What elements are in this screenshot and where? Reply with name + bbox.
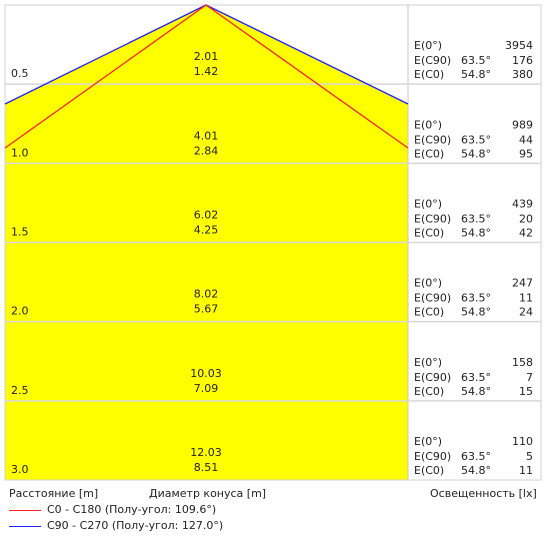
legend-c0-line bbox=[9, 510, 41, 511]
cone-diagram: 0.5 2.01 1.42 E(0°) 3954 E(C90) 63.5° 176 E(C0) 5… bbox=[4, 4, 542, 481]
distance-axis-label: Расстояние [m] bbox=[9, 487, 99, 500]
illum-value: 95 bbox=[519, 147, 533, 160]
distance-label: 2.5 bbox=[11, 384, 29, 397]
legend-c90-label: C90 - C270 (Полу-угол: 127.0°) bbox=[47, 519, 224, 532]
illum-value: 158 bbox=[512, 356, 533, 369]
illum-value: 439 bbox=[512, 198, 533, 211]
illum-angle: 63.5° bbox=[461, 371, 491, 384]
diameter-c90-label: 8.51 bbox=[194, 461, 219, 474]
legend-c90-line bbox=[9, 526, 41, 527]
diameter-c90-label: 4.25 bbox=[194, 224, 219, 237]
illum-angle: 54.8° bbox=[461, 147, 491, 160]
illum-label: E(C90) bbox=[414, 292, 451, 305]
illum-value: 11 bbox=[519, 292, 533, 305]
illum-label: E(0°) bbox=[414, 39, 442, 52]
illum-angle: 54.8° bbox=[461, 227, 491, 240]
illum-angle: 54.8° bbox=[461, 306, 491, 319]
illum-angle: 63.5° bbox=[461, 292, 491, 305]
illum-label: E(0°) bbox=[414, 356, 442, 369]
cone-diameter-label: Диаметр конуса [m] bbox=[149, 487, 267, 500]
illum-value: 11 bbox=[519, 464, 533, 477]
illum-value: 15 bbox=[519, 385, 533, 398]
illum-label: E(C90) bbox=[414, 371, 451, 384]
illum-angle: 54.8° bbox=[461, 385, 491, 398]
diameter-c90-label: 7.09 bbox=[194, 382, 219, 395]
illum-value: 20 bbox=[519, 213, 533, 226]
distance-label: 1.5 bbox=[11, 226, 29, 239]
diameter-c90-label: 5.67 bbox=[194, 303, 219, 316]
c0-c180-line bbox=[4, 4, 409, 149]
diameter-c0-label: 8.02 bbox=[194, 288, 219, 301]
illum-value: 5 bbox=[526, 450, 533, 463]
illum-value: 176 bbox=[512, 54, 533, 67]
illum-angle: 54.8° bbox=[461, 464, 491, 477]
diameter-c90-label: 2.84 bbox=[194, 144, 219, 157]
distance-label: 3.0 bbox=[11, 463, 29, 476]
illum-angle: 63.5° bbox=[461, 133, 491, 146]
illum-value: 989 bbox=[512, 118, 533, 131]
illum-value: 24 bbox=[519, 306, 533, 319]
illum-value: 247 bbox=[512, 277, 533, 290]
illum-value: 380 bbox=[512, 68, 533, 81]
illum-label: E(C90) bbox=[414, 133, 451, 146]
diameter-c0-label: 6.02 bbox=[194, 209, 219, 222]
illum-label: E(C90) bbox=[414, 450, 451, 463]
distance-label: 1.0 bbox=[11, 146, 29, 159]
illum-label: E(C90) bbox=[414, 54, 451, 67]
illum-label: E(0°) bbox=[414, 118, 442, 131]
diameter-c90-label: 1.42 bbox=[194, 65, 219, 78]
illum-label: E(C90) bbox=[414, 213, 451, 226]
illum-angle: 63.5° bbox=[461, 213, 491, 226]
illum-label: E(C0) bbox=[414, 147, 444, 160]
illum-label: E(C0) bbox=[414, 306, 444, 319]
illum-value: 7 bbox=[526, 371, 533, 384]
illum-label: E(0°) bbox=[414, 198, 442, 211]
illum-value: 110 bbox=[512, 435, 533, 448]
illum-angle: 54.8° bbox=[461, 68, 491, 81]
distance-label: 0.5 bbox=[11, 67, 29, 80]
footer: Расстояние [m] Диаметр конуса [m] Освеще… bbox=[0, 482, 546, 544]
diameter-c0-label: 10.03 bbox=[190, 367, 222, 380]
diameter-c0-label: 12.03 bbox=[190, 446, 222, 459]
diameter-c0-label: 4.01 bbox=[194, 129, 219, 142]
illuminance-label: Освещенность [lx] bbox=[430, 487, 537, 500]
illum-value: 44 bbox=[519, 133, 533, 146]
illum-angle: 63.5° bbox=[461, 450, 491, 463]
distance-label: 2.0 bbox=[11, 305, 29, 318]
illum-label: E(C0) bbox=[414, 227, 444, 240]
illum-label: E(C0) bbox=[414, 464, 444, 477]
illum-label: E(C0) bbox=[414, 68, 444, 81]
illum-label: E(C0) bbox=[414, 385, 444, 398]
legend-c0-label: C0 - C180 (Полу-угол: 109.6°) bbox=[47, 503, 217, 516]
illum-angle: 63.5° bbox=[461, 54, 491, 67]
illum-value: 3954 bbox=[505, 39, 533, 52]
diameter-c0-label: 2.01 bbox=[194, 50, 219, 63]
illum-value: 42 bbox=[519, 227, 533, 240]
illum-label: E(0°) bbox=[414, 277, 442, 290]
illum-label: E(0°) bbox=[414, 435, 442, 448]
